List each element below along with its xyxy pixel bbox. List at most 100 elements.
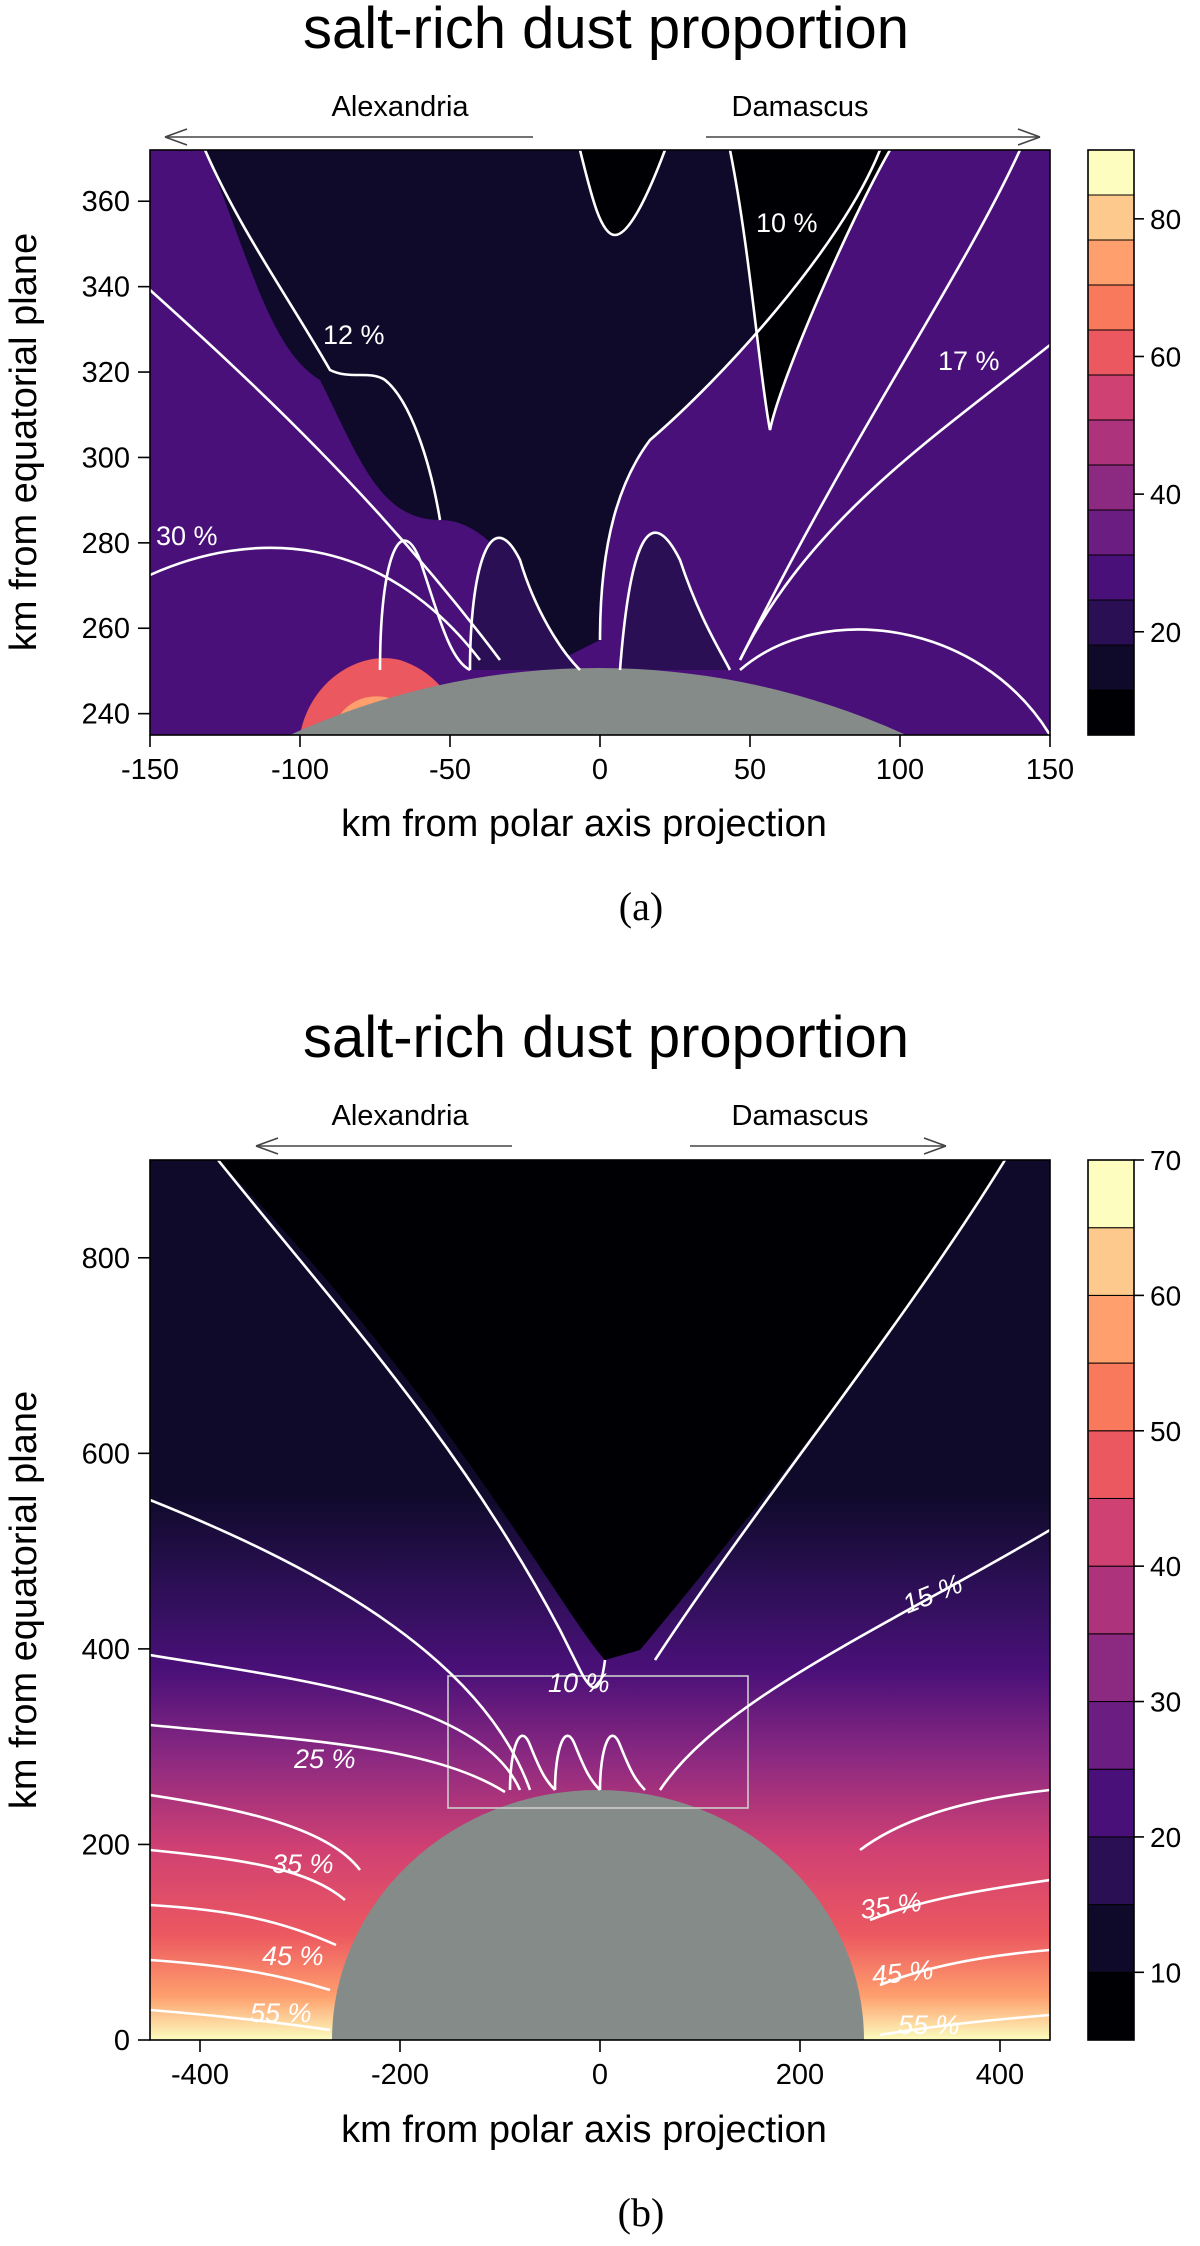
colorbar-band [1087,284,1135,331]
colorbar-band [1087,194,1135,241]
damascus-arrow [706,128,1041,146]
colorbar-band [1087,1497,1135,1567]
panel-b-colorbar [1087,1159,1135,2041]
panel-b-heatmap [150,1160,1050,2040]
alexandria-arrow-b [255,1137,512,1155]
damascus-label: Damascus [732,91,869,123]
colorbar-band [1087,1227,1135,1296]
colorbar-tick-label: 70 [1150,1145,1181,1176]
damascus-arrow-b [690,1137,947,1155]
colorbar-tick-label: 20 [1150,1822,1181,1853]
colorbar-band [1087,374,1135,421]
planet-body [290,668,906,735]
alexandria-label: Alexandria [331,91,469,123]
colorbar-band [1087,1768,1135,1838]
x-tick-label: 100 [876,754,924,786]
colorbar-band [1087,1430,1135,1499]
alexandria-label-b: Alexandria [331,1100,469,1132]
colorbar-frame [1087,149,1135,736]
colorbar-tick-label: 10 [1150,1957,1181,1988]
panel-b-x-ticks: -400 -200 0 200 400 [171,2040,1024,2091]
colorbar-band [1087,1565,1135,1635]
colorbar-tick-label: 60 [1150,341,1181,372]
y-tick-label: 320 [82,357,130,389]
x-tick-label: -200 [371,2059,429,2091]
y-tick-label: 600 [82,1438,130,1470]
y-tick-label: 240 [82,699,130,731]
x-tick-label: 50 [734,754,766,786]
y-tick-label: 800 [82,1243,130,1275]
panel-b-label: (b) [618,2190,665,2235]
y-tick-label: 360 [82,186,130,218]
contour-label-b-35-left: 35 % [272,1849,334,1879]
colorbar-tick-label: 50 [1150,1416,1181,1447]
y-tick-label: 200 [82,1829,130,1861]
colorbar-band [1087,464,1135,511]
colorbar-band [1087,554,1135,601]
panel-a-title: salt-rich dust proportion [303,0,909,61]
y-tick-label: 340 [82,272,130,304]
panel-a-heatmap [150,150,1050,735]
contour-label-b-55-right: 55 % [898,2010,960,2040]
x-tick-label: 0 [592,754,608,786]
panel-a: salt-rich dust proportion Alexandria Dam… [3,0,1181,929]
panel-b-x-axis-title: km from polar axis projection [341,2109,827,2151]
colorbar-band [1087,1633,1135,1703]
panel-a-label: (a) [619,884,663,929]
contour-label-30: 30 % [156,521,218,551]
contour-label-b-45-right: 45 % [870,1955,934,1991]
y-tick-label: 300 [82,442,130,474]
x-tick-label: 400 [976,2059,1024,2091]
colorbar-band [1087,1159,1135,1229]
colorbar-tick-label: 40 [1150,479,1181,510]
damascus-label-b: Damascus [732,1100,869,1132]
colorbar-band [1087,689,1135,736]
colorbar-band [1087,644,1135,691]
panel-b-y-ticks: 0 200 400 600 800 [82,1243,150,2057]
contour-label-12: 12 % [323,320,385,350]
colorbar-tick-label: 80 [1150,204,1181,235]
y-tick-label: 400 [82,1634,130,1666]
colorbar-band [1087,509,1135,556]
y-tick-label: 0 [114,2025,130,2057]
x-tick-label: 0 [592,2059,608,2091]
panel-a-y-ticks: 240 260 280 300 320 340 360 [82,186,150,731]
colorbar-band [1087,1836,1135,1906]
contour-label-b-45-left: 45 % [262,1941,324,1971]
x-tick-label: 200 [776,2059,824,2091]
x-tick-label: -150 [121,754,179,786]
panel-a-x-ticks: -150 -100 -50 0 50 100 150 [121,735,1074,786]
contour-label-10: 10 % [756,208,818,238]
panel-b-y-axis-title: km from equatorial plane [3,1391,45,1809]
colorbar-band [1087,1971,1135,2041]
zoom-inset-box [447,1675,749,1809]
contour-label-17: 17 % [938,346,1000,376]
contour-label-b-55-left: 55 % [250,1998,312,2028]
x-tick-label: -100 [271,754,329,786]
colorbar-band [1087,1294,1135,1364]
alexandria-arrow [164,128,533,146]
panel-b-title: salt-rich dust proportion [303,1005,909,1070]
colorbar-tick-label: 60 [1150,1280,1181,1311]
colorbar-band [1087,239,1135,286]
x-tick-label: -50 [429,754,471,786]
panel-a-colorbar [1087,149,1135,736]
x-tick-label: -400 [171,2059,229,2091]
colorbar-band [1087,1701,1135,1770]
colorbar-band [1087,329,1135,376]
colorbar-band [1087,599,1135,646]
panel-a-x-axis-title: km from polar axis projection [341,803,827,845]
colorbar-band [1087,1362,1135,1432]
colorbar-band [1087,149,1135,196]
colorbar-tick-label: 30 [1150,1687,1181,1718]
colorbar-band [1087,1904,1135,1973]
y-tick-label: 260 [82,613,130,645]
colorbar-tick-label: 20 [1150,617,1181,648]
planet-body-b [332,1790,864,2040]
panel-a-y-axis-title: km from equatorial plane [3,233,45,651]
colorbar-tick-label: 40 [1150,1551,1181,1582]
x-tick-label: 150 [1026,754,1074,786]
panel-a-colorbar-ticks: 20 40 60 80 [1134,204,1181,648]
contour-label-b-25: 25 % [293,1744,356,1774]
